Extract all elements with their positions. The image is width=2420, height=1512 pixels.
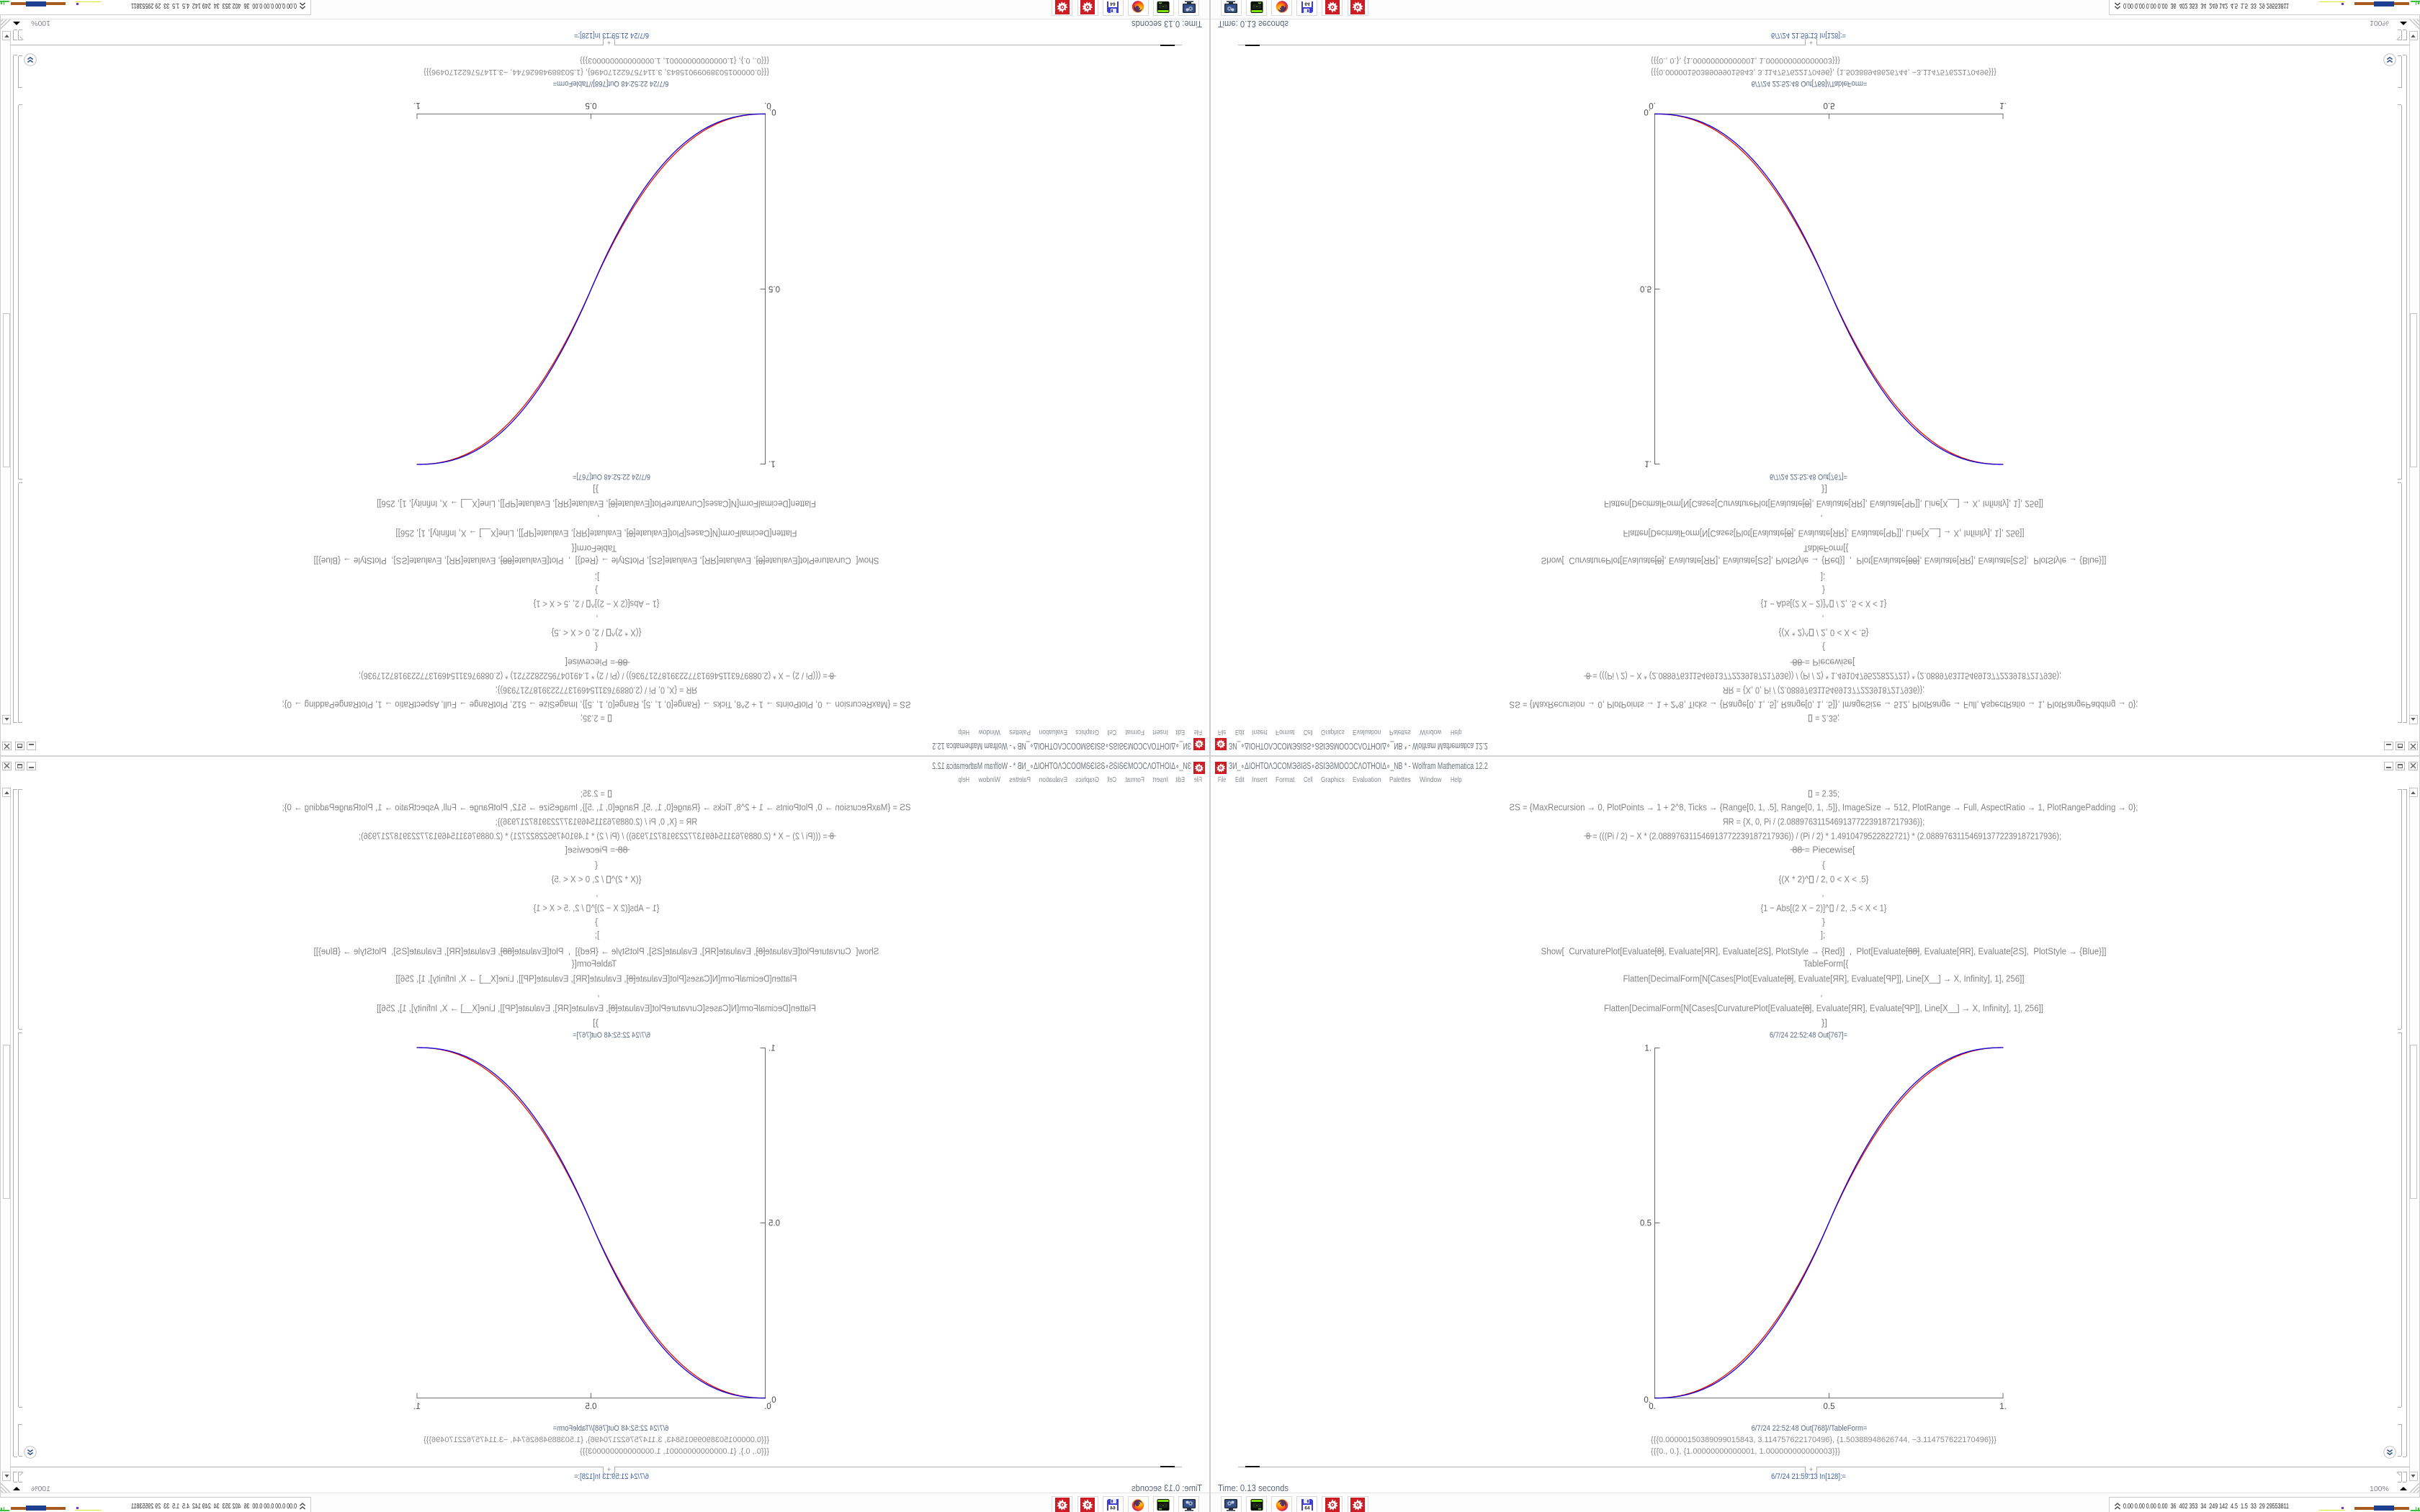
svg-text:0.: 0. — [769, 1396, 776, 1405]
svg-text:0.: 0. — [764, 101, 771, 109]
svg-text:1.: 1. — [1644, 459, 1652, 468]
svg-text:64: 64 — [1111, 1506, 1116, 1511]
svg-text:64: 64 — [1304, 1506, 1310, 1511]
svg-text:0.: 0. — [769, 107, 776, 116]
svg-text:0.5: 0.5 — [586, 101, 597, 109]
svg-text:0.5: 0.5 — [768, 284, 780, 293]
svg-text:0.: 0. — [1644, 107, 1651, 116]
svg-text:0.: 0. — [1649, 1403, 1656, 1411]
svg-text:1.: 1. — [1999, 1403, 2007, 1411]
svg-text:1.: 1. — [413, 101, 421, 109]
svg-text:64: 64 — [1304, 1, 1310, 6]
svg-text:0.: 0. — [1649, 101, 1656, 109]
svg-text:0.5: 0.5 — [1640, 284, 1652, 293]
svg-text:1.: 1. — [413, 1403, 421, 1411]
svg-text:64: 64 — [1111, 1, 1116, 6]
svg-text:0.5: 0.5 — [1824, 101, 1835, 109]
svg-text:1.: 1. — [1644, 1045, 1652, 1053]
svg-text:0.: 0. — [1644, 1396, 1651, 1405]
svg-text:1.: 1. — [768, 1045, 776, 1053]
svg-text:0.: 0. — [764, 1403, 771, 1411]
svg-text:0.5: 0.5 — [586, 1403, 597, 1411]
svg-text:0.5: 0.5 — [768, 1220, 780, 1228]
svg-text:0.5: 0.5 — [1640, 1220, 1652, 1228]
svg-text:0.5: 0.5 — [1824, 1403, 1835, 1411]
svg-text:1.: 1. — [1999, 101, 2007, 109]
svg-text:1.: 1. — [768, 459, 776, 468]
